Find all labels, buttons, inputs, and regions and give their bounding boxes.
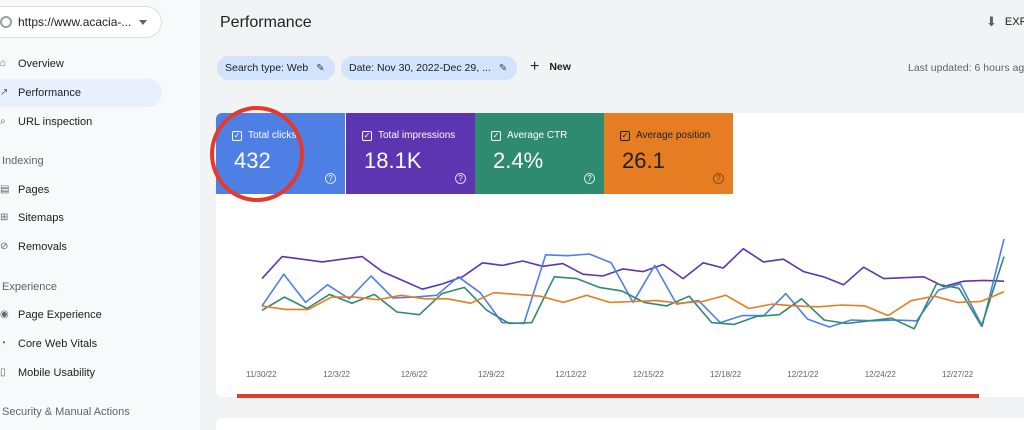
help-icon[interactable]: ?	[325, 173, 336, 184]
metric-average-ctr[interactable]: ✓ Average CTR 2.4% ?	[475, 113, 604, 194]
search-type-filter[interactable]: Search type: Web ✎	[217, 56, 335, 80]
series-line-average-ctr	[261, 256, 1005, 330]
speedometer-icon: ◔	[0, 338, 7, 349]
download-icon: ⬇	[986, 14, 997, 29]
performance-chart	[261, 238, 1005, 330]
sidebar-item-removals[interactable]: ⊘ Removals	[0, 233, 162, 261]
x-tick-label: 12/3/22	[323, 370, 350, 379]
metric-total-impressions[interactable]: ✓ Total impressions 18.1K ?	[346, 113, 475, 194]
x-tick-label: 12/21/22	[787, 370, 819, 379]
x-tick-label: 12/9/22	[478, 370, 505, 379]
x-tick-label: 12/18/22	[710, 370, 742, 379]
series-line-total-impressions	[261, 247, 1005, 290]
section-experience: Experience	[2, 281, 58, 293]
series-line-total-clicks	[261, 238, 1005, 328]
sidebar-item-sitemaps[interactable]: ⊞ Sitemaps	[0, 204, 162, 232]
sidebar-item-performance[interactable]: ↗ Performance	[0, 79, 162, 107]
sidebar-item-label: Sitemaps	[18, 212, 64, 224]
home-icon: ⌂	[0, 58, 7, 69]
new-label: New	[549, 61, 571, 73]
metric-label: Average CTR	[507, 130, 568, 141]
metric-value: 26.1	[622, 148, 665, 173]
checkbox-icon: ✓	[620, 131, 630, 141]
removals-icon: ⊘	[0, 241, 9, 252]
sidebar-item-label: Performance	[18, 87, 81, 99]
sidebar-item-url-inspection[interactable]: ⌕ URL inspection	[0, 108, 162, 136]
sidebar-item-label: Overview	[18, 58, 64, 70]
metric-value: 2.4%	[493, 148, 544, 173]
section-indexing: Indexing	[2, 155, 44, 167]
sitemap-icon: ⊞	[0, 212, 9, 223]
search-icon: ⌕	[0, 116, 6, 127]
edit-icon: ✎	[498, 62, 508, 74]
performance-card: ✓ Total clicks 432 ? ✓ Total impressions…	[216, 113, 1024, 397]
last-updated: Last updated: 6 hours ag	[908, 62, 1024, 74]
new-filter-button[interactable]: + New	[530, 58, 571, 75]
export-label: EXP	[1004, 16, 1024, 28]
x-tick-label: 12/27/22	[942, 370, 974, 379]
search-type-label: Search type: Web	[225, 62, 309, 74]
metric-value: 18.1K	[364, 148, 422, 173]
x-tick-label: 12/24/22	[864, 370, 896, 379]
trending-up-icon: ↗	[0, 87, 9, 98]
metric-label: Total impressions	[378, 130, 456, 141]
plus-icon: +	[530, 58, 540, 75]
x-tick-label: 12/6/22	[400, 370, 428, 379]
help-icon[interactable]: ?	[455, 173, 466, 184]
page-title: Performance	[220, 14, 312, 31]
section-security: Security & Manual Actions	[2, 406, 130, 418]
sidebar-item-label: URL inspection	[18, 116, 93, 128]
sidebar-item-label: Removals	[18, 241, 67, 253]
x-tick-label: 12/12/22	[555, 370, 587, 379]
metric-average-position[interactable]: ✓ Average position 26.1 ?	[604, 113, 733, 194]
sidebar-item-pages[interactable]: ▤ Pages	[0, 176, 162, 204]
metric-label: Average position	[636, 130, 711, 141]
date-filter[interactable]: Date: Nov 30, 2022-Dec 29, ... ✎	[341, 56, 517, 80]
property-selector[interactable]: https://www.acacia-...	[0, 6, 162, 38]
sidebar-item-label: Mobile Usability	[18, 367, 96, 379]
checkbox-icon: ✓	[362, 131, 372, 141]
sidebar: https://www.acacia-... ⌂ Overview ↗ Perf…	[0, 0, 200, 430]
phone-icon: ▯	[0, 367, 6, 378]
x-tick-label: 12/15/22	[632, 370, 664, 379]
date-label: Date: Nov 30, 2022-Dec 29, ...	[349, 62, 491, 74]
edit-icon: ✎	[316, 62, 325, 74]
property-url: https://www.acacia-...	[18, 15, 132, 29]
sidebar-item-label: Pages	[18, 184, 50, 196]
export-button[interactable]: ⬇ EXP	[986, 14, 1024, 30]
pages-icon: ▤	[0, 184, 10, 195]
checkbox-icon: ✓	[491, 131, 501, 141]
highlight-circle	[210, 106, 304, 202]
chevron-down-icon	[139, 19, 147, 25]
sidebar-item-label: Core Web Vitals	[18, 338, 98, 350]
next-card	[216, 418, 1024, 430]
sidebar-item-overview[interactable]: ⌂ Overview	[0, 50, 162, 78]
sidebar-item-label: Page Experience	[18, 309, 102, 321]
highlight-underline	[237, 394, 979, 398]
globe-icon	[0, 16, 12, 28]
sidebar-item-page-experience[interactable]: ◉ Page Experience	[0, 301, 162, 329]
sidebar-item-core-web-vitals[interactable]: ◔ Core Web Vitals	[0, 330, 162, 358]
page-experience-icon: ◉	[0, 309, 9, 320]
help-icon[interactable]: ?	[713, 173, 724, 184]
x-tick-label: 11/30/22	[246, 370, 277, 379]
help-icon[interactable]: ?	[584, 173, 595, 184]
sidebar-item-mobile-usability[interactable]: ▯ Mobile Usability	[0, 359, 162, 387]
series-line-average-position	[261, 291, 1005, 317]
